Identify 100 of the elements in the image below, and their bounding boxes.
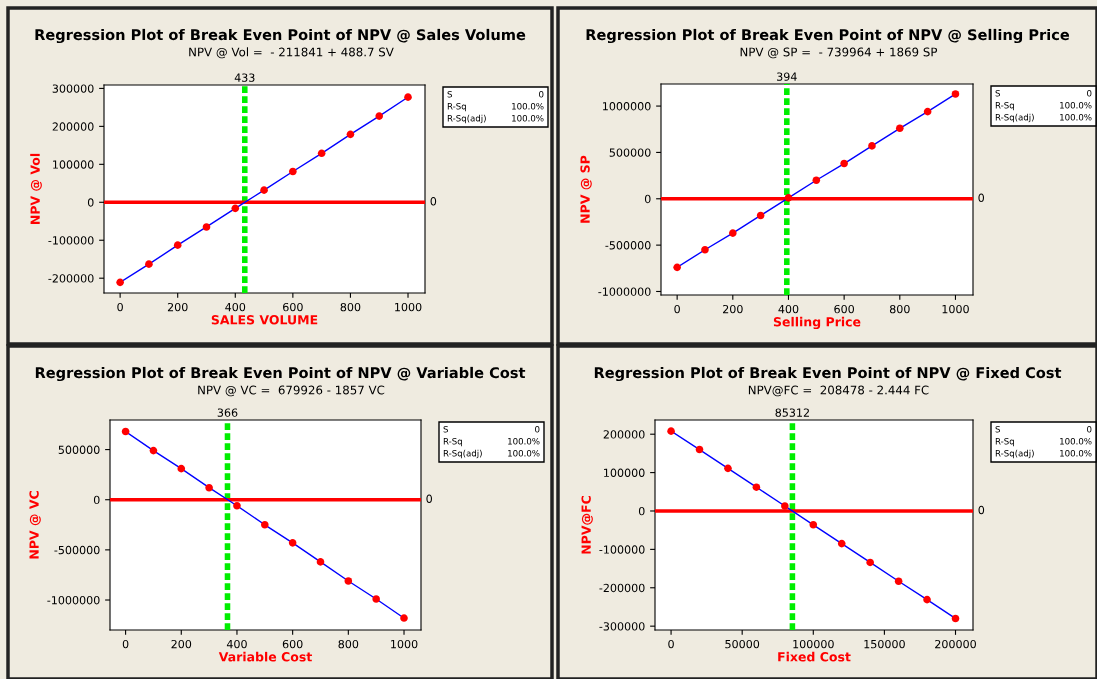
y-tick-label: 200000	[52, 122, 94, 131]
text: R-Sq	[443, 437, 462, 447]
point	[724, 464, 732, 473]
ref-line-label: 0	[430, 197, 437, 206]
text: S	[995, 425, 1000, 433]
point	[316, 558, 325, 566]
point	[812, 176, 821, 185]
chart-title: Regression Plot of Break Even Point of NPV @ Selling Price	[586, 28, 1070, 44]
text: S	[995, 89, 1000, 97]
y-tick-label: 100000	[604, 468, 645, 477]
chart-title: Regression Plot of Break Even Point of NPV @ Variable Cost	[35, 366, 526, 382]
x-tick-label: 1000	[395, 302, 422, 312]
point	[756, 211, 765, 220]
x-tick-label: 150000	[864, 639, 905, 649]
text: R-Sq	[995, 437, 1014, 447]
y-tick-label: -200000	[48, 274, 94, 283]
point	[375, 112, 384, 120]
ref-line-label: 0	[426, 494, 432, 503]
text: 0	[535, 425, 540, 433]
text: 100.0%	[1060, 101, 1092, 109]
ref-line-label: 0	[978, 505, 985, 515]
x-axis-title: Variable Cost	[218, 651, 312, 662]
ref-line-label: 85312	[775, 408, 809, 417]
point	[701, 245, 709, 254]
point	[809, 521, 818, 529]
x-tick-label: 600	[283, 302, 303, 312]
point	[121, 427, 130, 436]
point	[840, 159, 848, 168]
point	[149, 446, 158, 455]
x-tick-label: 200	[167, 302, 188, 312]
point	[923, 107, 932, 116]
point	[866, 558, 874, 567]
point	[951, 614, 960, 623]
y-tick-label: 100000	[53, 160, 94, 169]
point	[868, 142, 876, 150]
point	[667, 427, 675, 435]
point	[372, 595, 380, 603]
x-tick-label: 400	[226, 639, 247, 649]
y-tick-label: -500000	[54, 545, 100, 555]
point	[951, 90, 960, 98]
point	[233, 501, 241, 510]
point	[231, 204, 240, 213]
text: 0	[1087, 89, 1092, 97]
y-tick-label: 0	[638, 506, 645, 516]
chart-subtitle: NPV @ Vol = - 211841 + 488.7 SV	[189, 47, 394, 59]
y-tick-label: 0	[644, 194, 651, 204]
y-tick-label: 500000	[609, 148, 651, 157]
x-tick-label: 200000	[935, 639, 976, 649]
text: R-Sq(adj)	[995, 449, 1034, 459]
y-tick-label: -300000	[599, 622, 645, 631]
y-tick-label: 1000000	[603, 102, 651, 111]
text: R-Sq	[447, 102, 466, 112]
y-axis-title: NPV @ SP	[580, 155, 592, 223]
x-axis-title: Selling Price	[773, 316, 861, 330]
x-tick-label: 400	[778, 304, 799, 314]
y-tick-label: 300000	[52, 84, 94, 93]
ref-line-label: 394	[777, 72, 797, 81]
y-tick-label: 0	[93, 495, 100, 505]
text: S	[443, 425, 448, 433]
point	[260, 186, 268, 194]
chart-title: Regression Plot of Break Even Point of NPV @ Sales Volume	[35, 28, 526, 44]
point	[177, 464, 186, 473]
chart-subtitle: NPV @ SP = - 739964 + 1869 SP	[740, 47, 938, 59]
point	[695, 445, 704, 454]
y-tick-label: -1000000	[47, 595, 100, 605]
point	[116, 278, 124, 287]
point	[784, 194, 793, 202]
chart-subtitle: NPV@FC = 208478 - 2.444 FC	[748, 385, 929, 397]
point	[205, 483, 213, 492]
text: 100.0%	[512, 114, 544, 122]
point	[896, 124, 904, 133]
x-tick-label: 800	[340, 302, 361, 312]
point	[344, 577, 353, 585]
x-tick-label: 100000	[793, 639, 834, 649]
y-tick-label: 0	[87, 198, 94, 207]
text: R-Sq(adj)	[443, 449, 482, 459]
point	[729, 229, 737, 237]
point	[781, 502, 789, 510]
point	[145, 260, 153, 268]
point	[288, 539, 297, 547]
chart-title: Regression Plot of Break Even Point of NPV @ Fixed Cost	[594, 366, 1062, 382]
text: 100.0%	[512, 102, 544, 110]
y-tick-label: -100000	[599, 545, 645, 554]
point	[317, 149, 326, 158]
x-tick-label: 800	[889, 304, 910, 314]
x-tick-label: 200	[723, 304, 743, 314]
x-tick-label: 1000	[942, 304, 969, 314]
x-tick-label: 200	[171, 639, 192, 649]
x-tick-label: 0	[122, 639, 129, 649]
x-tick-label: 800	[338, 639, 359, 649]
text: 100.0%	[1060, 437, 1092, 445]
text: 0	[1087, 425, 1092, 433]
x-tick-label: 0	[117, 302, 123, 312]
y-axis-title: NPV @ VC	[29, 491, 41, 559]
text: S	[447, 90, 452, 98]
point	[400, 614, 408, 622]
point	[673, 263, 681, 272]
text: R-Sq(adj)	[995, 113, 1034, 123]
text: 100.0%	[1060, 449, 1092, 457]
point	[923, 595, 931, 604]
